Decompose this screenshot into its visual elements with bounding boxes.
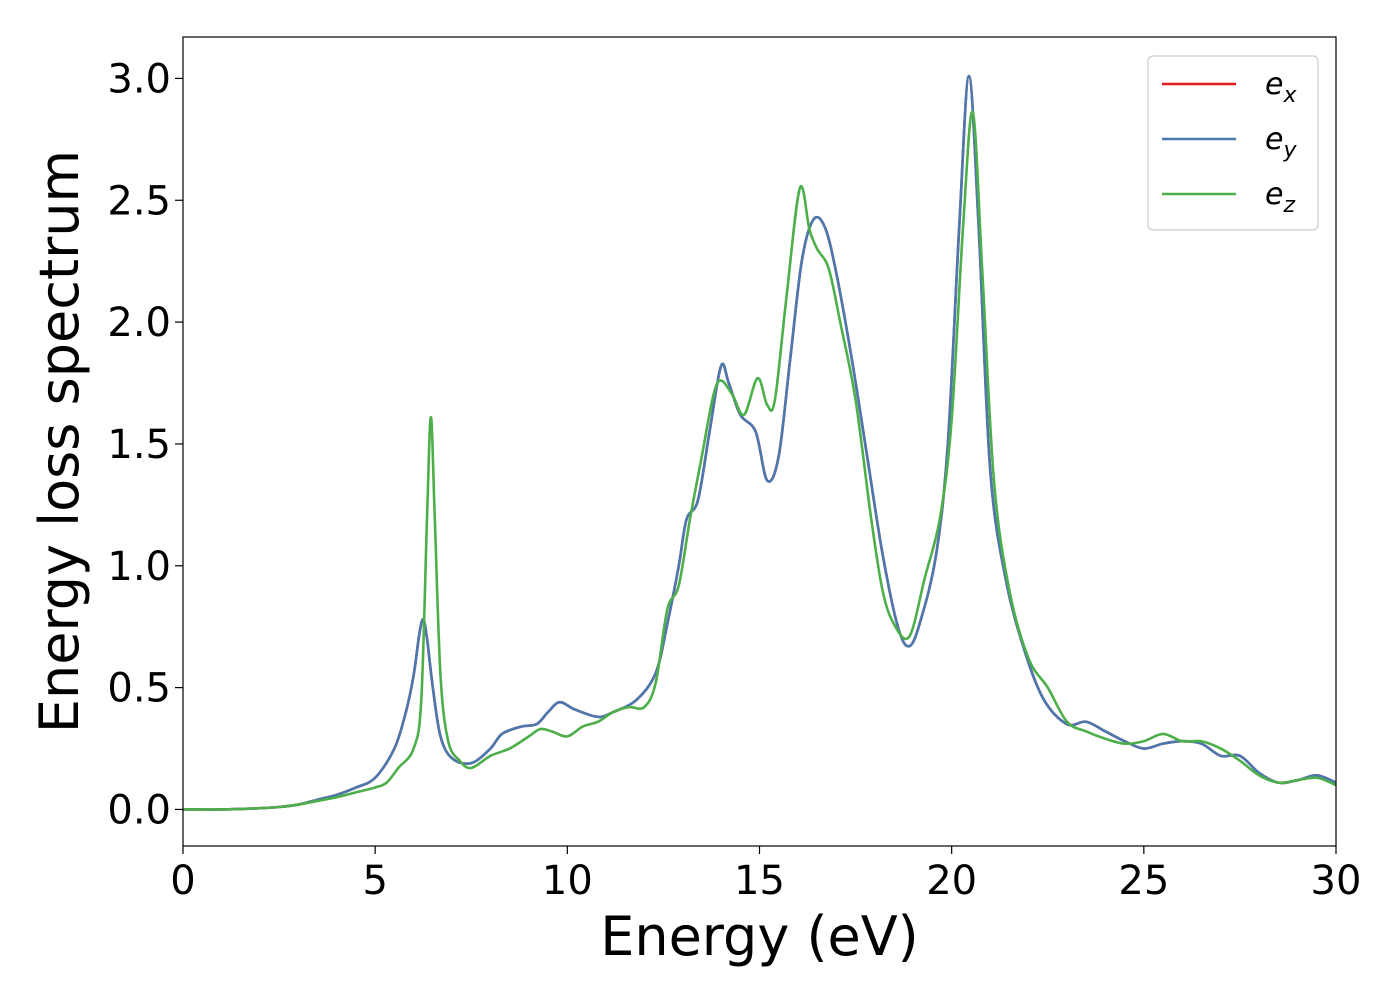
x-axis-label: Energy (eV) xyxy=(600,905,919,968)
legend-label-y: ey xyxy=(1265,122,1297,163)
y-tick-label: 3.0 xyxy=(107,56,171,102)
plot-lines xyxy=(183,74,1336,811)
x-tick-label: 15 xyxy=(734,858,785,904)
y-axis-ticks: 0.0 0.5 1.0 1.5 2.0 2.5 3.0 xyxy=(107,56,183,833)
y-axis-label: Energy loss spectrum xyxy=(28,150,91,733)
y-tick-label: 0.0 xyxy=(107,787,171,833)
y-tick-label: 2.0 xyxy=(107,300,171,346)
x-tick-label: 20 xyxy=(926,858,977,904)
x-axis-ticks: 0 5 10 15 20 25 30 xyxy=(170,846,1361,904)
y-tick-label: 2.5 xyxy=(107,178,171,224)
x-tick-label: 25 xyxy=(1118,858,1169,904)
y-tick-label: 1.5 xyxy=(107,422,171,468)
legend: ex ey ez xyxy=(1147,55,1319,231)
y-tick-label: 1.0 xyxy=(107,544,171,590)
legend-label-x: ex xyxy=(1265,67,1297,108)
x-tick-label: 10 xyxy=(542,858,593,904)
legend-box xyxy=(1147,55,1319,231)
x-tick-label: 30 xyxy=(1311,858,1362,904)
x-tick-label: 5 xyxy=(362,858,387,904)
y-tick-label: 0.5 xyxy=(107,666,171,712)
legend-label-z: ez xyxy=(1265,177,1295,218)
series-line-z xyxy=(183,110,1336,811)
x-tick-label: 0 xyxy=(170,858,195,904)
